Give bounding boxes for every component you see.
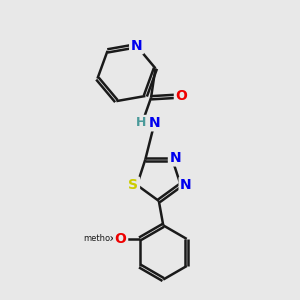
Text: O: O [115,232,127,246]
Text: H: H [136,116,146,129]
Text: N: N [169,151,181,165]
Text: N: N [131,39,142,53]
Text: N: N [180,178,192,192]
Text: O: O [176,89,187,103]
Text: S: S [128,178,139,192]
Text: N: N [149,116,161,130]
Text: methoxy: methoxy [83,234,120,243]
